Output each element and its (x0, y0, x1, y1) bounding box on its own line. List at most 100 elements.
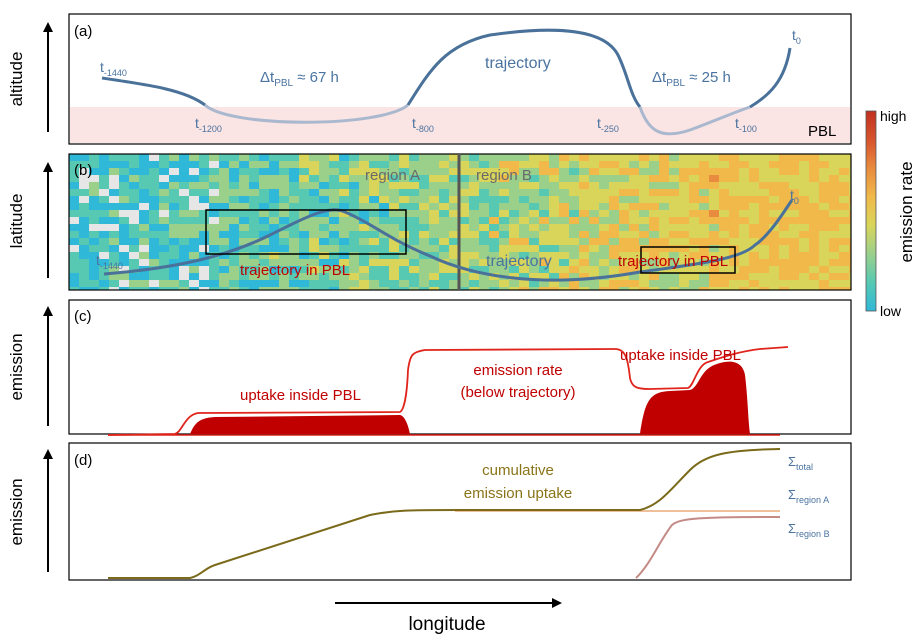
map-cell (129, 231, 140, 239)
map-cell (109, 182, 120, 190)
map-cell (259, 203, 270, 211)
map-cell (189, 273, 200, 281)
map-cell (259, 238, 270, 246)
map-cell (779, 259, 790, 267)
map-cell (569, 189, 580, 197)
map-cell (99, 189, 110, 197)
map-cell (259, 168, 270, 176)
map-cell (119, 182, 130, 190)
map-cell (519, 154, 530, 162)
map-cell (349, 280, 360, 288)
map-cell (369, 196, 380, 204)
map-cell (599, 161, 610, 169)
map-cell (249, 280, 260, 288)
map-cell (229, 161, 240, 169)
map-cell (469, 196, 480, 204)
map-cell (179, 161, 190, 169)
map-cell (229, 189, 240, 197)
map-cell (759, 217, 770, 225)
map-cell (539, 217, 550, 225)
map-cell (699, 273, 710, 281)
map-cell (459, 189, 470, 197)
map-cell (349, 259, 360, 267)
map-cell (559, 252, 570, 260)
map-cell (769, 252, 780, 260)
map-cell (159, 189, 170, 197)
map-cell (119, 252, 130, 260)
map-cell (699, 245, 710, 253)
map-cell (179, 196, 190, 204)
map-cell (509, 154, 520, 162)
map-cell (699, 217, 710, 225)
region-a-label: region A (365, 167, 420, 184)
map-cell (539, 231, 550, 239)
map-cell (619, 168, 630, 176)
map-cell (239, 196, 250, 204)
map-cell (449, 231, 460, 239)
map-cell (699, 189, 710, 197)
map-cell (459, 238, 470, 246)
map-cell (99, 266, 110, 274)
map-cell (769, 161, 780, 169)
map-cell (759, 280, 770, 288)
map-cell (669, 175, 680, 183)
map-cell (759, 196, 770, 204)
map-cell (349, 266, 360, 274)
map-cell (749, 210, 760, 218)
map-cell (189, 224, 200, 232)
map-cell (739, 231, 750, 239)
map-cell (349, 273, 360, 281)
map-cell (99, 175, 110, 183)
map-cell (669, 224, 680, 232)
map-cell (109, 189, 120, 197)
map-cell (659, 168, 670, 176)
map-cell (759, 154, 770, 162)
map-cell (259, 280, 270, 288)
map-cell (359, 168, 370, 176)
map-cell (779, 196, 790, 204)
map-cell (579, 273, 590, 281)
map-cell (699, 161, 710, 169)
map-cell (809, 154, 820, 162)
map-cell (119, 175, 130, 183)
map-cell (369, 217, 380, 225)
map-cell (339, 259, 350, 267)
map-cell (359, 189, 370, 197)
map-t1440: t-1440 (96, 252, 123, 271)
map-cell (679, 266, 690, 274)
map-cell (799, 266, 810, 274)
map-cell (479, 259, 490, 267)
map-cell (769, 175, 780, 183)
map-cell (759, 224, 770, 232)
map-cell (619, 287, 630, 290)
map-cell (819, 168, 830, 176)
map-cell (489, 266, 500, 274)
map-cell (749, 259, 760, 267)
map-cell (749, 182, 760, 190)
map-cell (679, 224, 690, 232)
map-cell (839, 280, 850, 288)
map-cell (109, 224, 120, 232)
map-cell (479, 280, 490, 288)
map-cell (559, 217, 570, 225)
map-cell (379, 266, 390, 274)
map-cell (259, 266, 270, 274)
map-cell (659, 238, 670, 246)
map-cell (719, 168, 730, 176)
map-cell (679, 189, 690, 197)
map-cell (389, 175, 400, 183)
map-cell (849, 196, 851, 204)
map-cell (779, 154, 790, 162)
trajectory-segment-3 (749, 47, 792, 109)
map-cell (779, 168, 790, 176)
map-cell (809, 210, 820, 218)
map-cell (299, 154, 310, 162)
map-cell (489, 224, 500, 232)
map-cell (189, 280, 200, 288)
map-cell (149, 168, 160, 176)
map-cell (839, 168, 850, 176)
map-cell (359, 154, 370, 162)
map-cell (439, 280, 450, 288)
map-cell (419, 175, 430, 183)
map-cell (749, 189, 760, 197)
